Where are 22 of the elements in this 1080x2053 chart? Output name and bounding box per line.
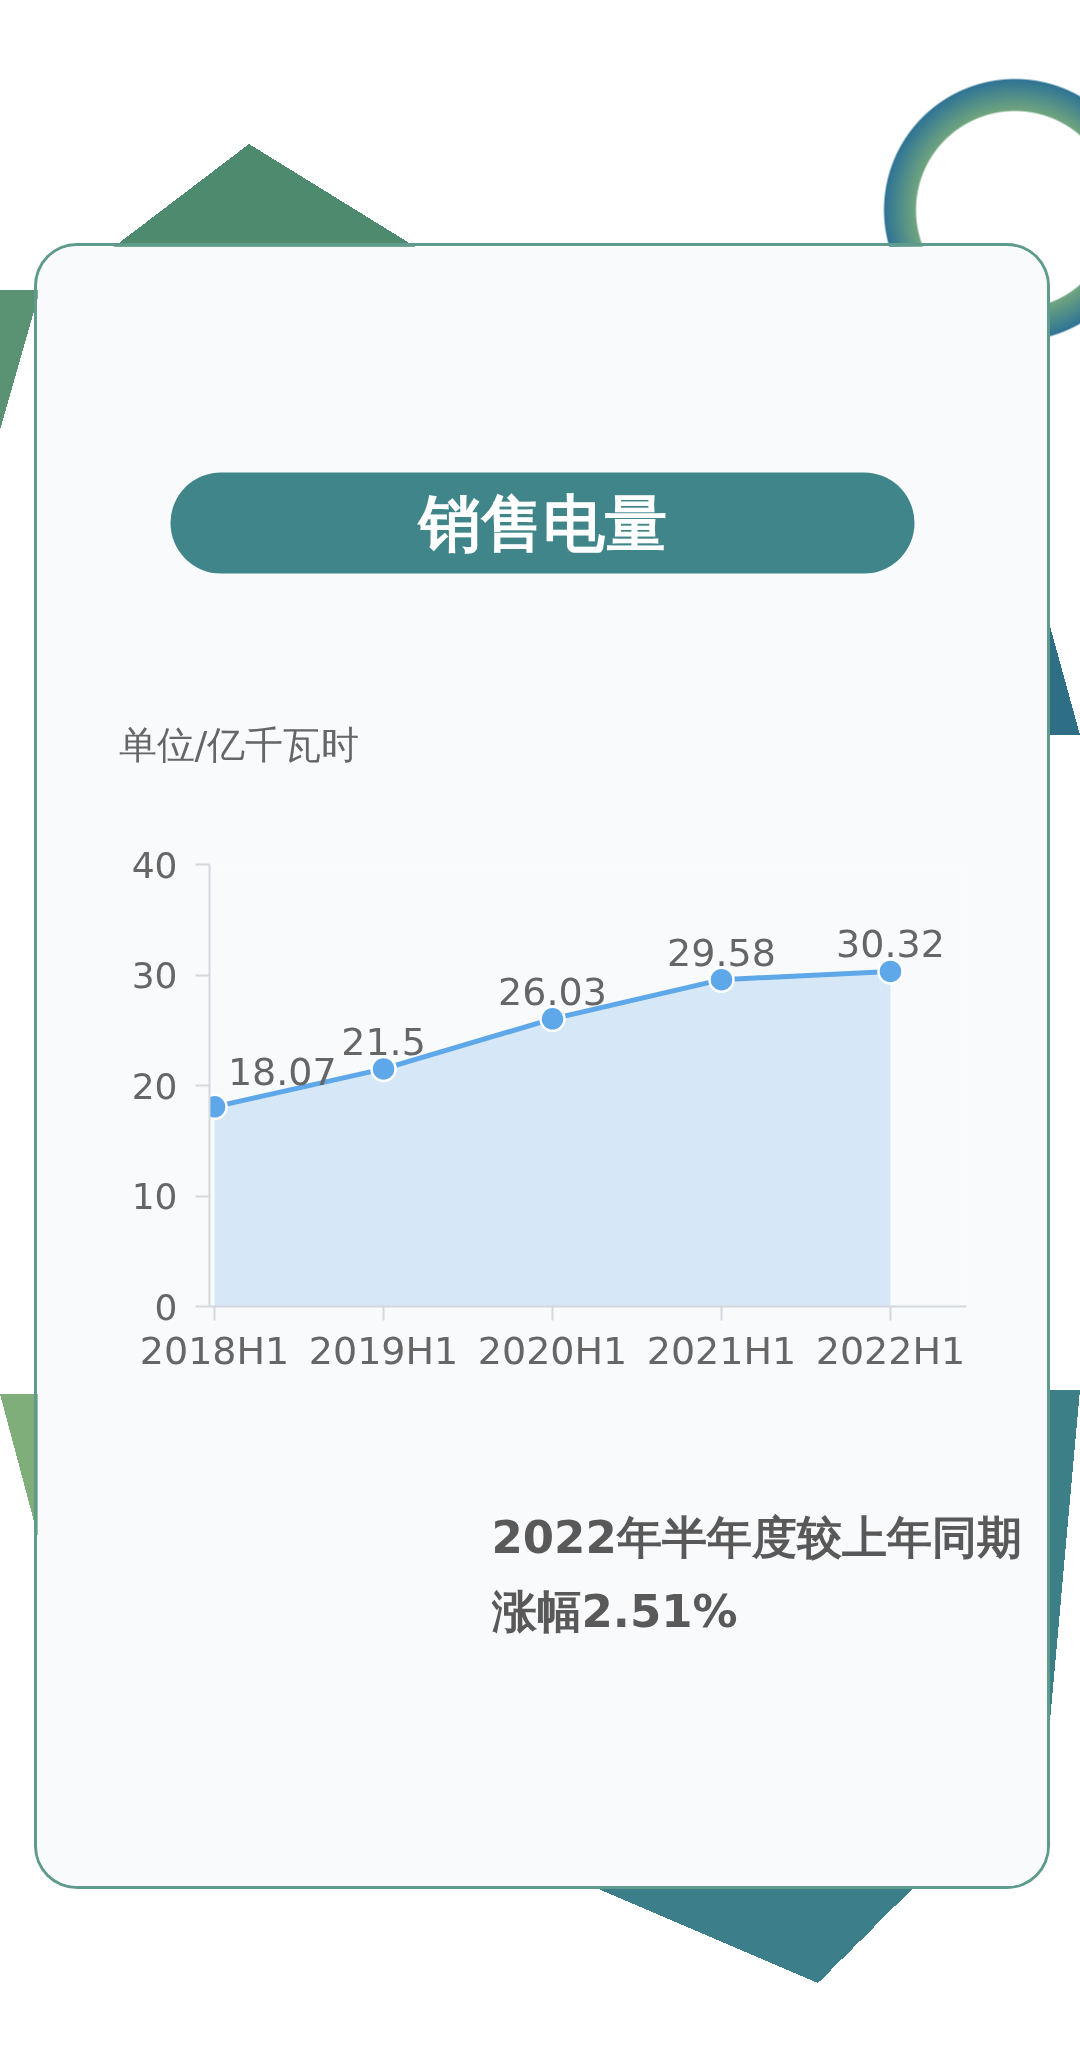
y-tick-label: 0: [154, 1286, 178, 1328]
text: 2022年半年度较上年同期涨幅2.51%: [490, 1511, 1022, 1639]
x-tick-label: 2018H1: [139, 1328, 290, 1373]
x-tick-label: 2019H1: [308, 1328, 459, 1373]
x-tick-label: 2020H1: [477, 1328, 628, 1373]
chart-title: 销售电量: [415, 486, 667, 560]
x-tick-label: 2022H1: [815, 1328, 966, 1373]
data-label: 29.58: [667, 930, 776, 975]
point: [539, 1005, 566, 1033]
y-tick-label: 40: [131, 844, 178, 886]
data-label: 18.07: [227, 1049, 337, 1094]
data-label: 26.03: [498, 969, 607, 1014]
y-tick-label: 20: [131, 1065, 178, 1107]
x-tick-label: 2021H1: [646, 1328, 797, 1373]
data-label: 21.5: [341, 1019, 426, 1064]
y-tick-label: 30: [131, 955, 178, 996]
point: [877, 958, 904, 985]
data-label: 30.32: [836, 922, 945, 967]
y-tick-label: 10: [131, 1176, 178, 1217]
point: [370, 1055, 397, 1083]
point: [708, 966, 735, 993]
y-axis-title: 单位/亿千瓦时: [118, 723, 360, 767]
